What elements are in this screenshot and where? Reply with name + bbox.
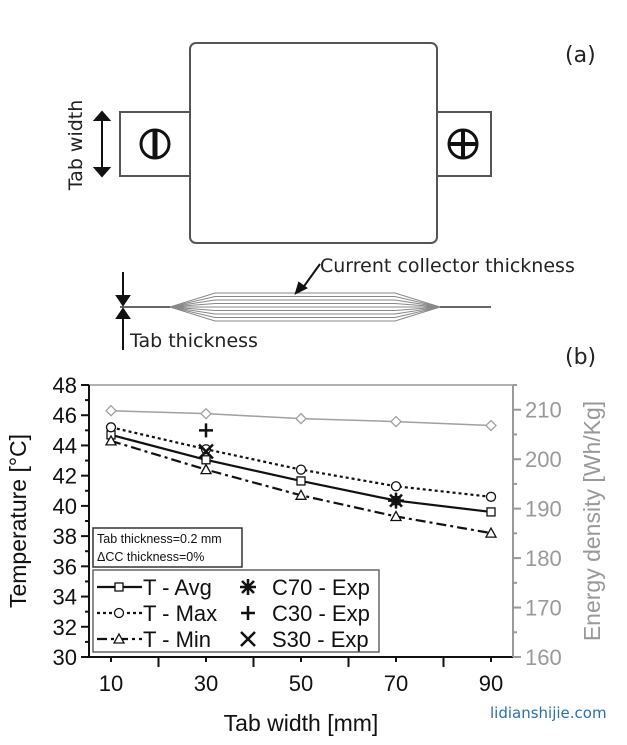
layer-bundle — [120, 292, 491, 322]
chart: 30 32 34 36 38 40 42 44 46 48 160 170 180 190 200 210 10… — [53, 373, 562, 696]
y2-tick-label: 190 — [525, 497, 562, 522]
y-tick-label: 32 — [53, 615, 77, 640]
layer-line — [169, 306, 441, 318]
legend-label: T - Min — [143, 627, 211, 652]
layer-line — [169, 303, 441, 308]
annotation-box: Tab thickness=0.2 mm ΔCC thickness=0% — [92, 527, 243, 568]
legend-marker — [240, 631, 256, 647]
series-line — [110, 426, 492, 498]
data-point — [201, 455, 211, 465]
data-point — [200, 407, 212, 420]
data-point — [294, 488, 308, 500]
data-point — [485, 419, 497, 432]
y-tick-label: 34 — [53, 585, 77, 610]
y2-tick-label: 210 — [525, 398, 562, 423]
circle-minus-icon — [139, 128, 171, 160]
y-tick-label: 46 — [53, 403, 77, 428]
x-tick-label: 90 — [479, 671, 503, 696]
series-t-max — [105, 422, 497, 502]
layer-line — [169, 306, 441, 311]
legend-marker — [240, 579, 256, 595]
layer-line — [169, 306, 441, 315]
legend-label: C70 - Exp — [272, 575, 370, 600]
legend-marker — [114, 582, 124, 592]
experiment-point — [198, 443, 214, 460]
experiment-point — [199, 423, 213, 438]
watermark: lidianshijie.com — [490, 704, 607, 722]
data-point — [485, 491, 497, 502]
annotation-text: Tab thickness=0.2 mm — [97, 532, 222, 546]
y-tick-label: 42 — [53, 464, 77, 489]
cell-diagram — [92, 42, 492, 350]
experiment-point — [388, 492, 404, 509]
layer-line — [169, 296, 441, 308]
tab-thickness-arrow-icon — [115, 272, 131, 350]
y2-tick-label: 170 — [525, 596, 562, 621]
legend-marker — [241, 606, 255, 620]
y-tick-label: 44 — [53, 433, 77, 458]
data-point — [295, 412, 307, 425]
data-point — [199, 463, 213, 475]
y2-tick-label: 180 — [525, 546, 562, 571]
x-tick-label: 10 — [99, 671, 123, 696]
data-point — [389, 510, 403, 522]
tab-thickness-label: Tab thickness — [129, 330, 258, 352]
x-tick-label: 50 — [289, 671, 313, 696]
data-point — [484, 526, 498, 538]
annotation-text: ΔCC thickness=0% — [97, 550, 204, 564]
legend-marker — [112, 632, 126, 644]
series-line — [110, 439, 492, 535]
y2-tick-label: 160 — [525, 645, 562, 670]
circle-plus-icon — [447, 128, 479, 160]
panel-label-a: (a) — [565, 43, 596, 68]
x-tick-label: 70 — [384, 671, 408, 696]
data-point — [104, 434, 118, 446]
data-point — [200, 444, 212, 455]
layer-line — [169, 299, 441, 308]
layer-line — [169, 306, 441, 322]
legend-label: T - Avg — [143, 575, 212, 600]
panel-label-b: (b) — [565, 345, 596, 370]
layer-line — [169, 292, 441, 308]
positive-tab — [436, 111, 492, 177]
data-point — [105, 422, 117, 433]
data-point — [295, 464, 307, 475]
y-tick-label: 38 — [53, 524, 77, 549]
data-point — [390, 415, 402, 428]
current-collector-label: Current collector thickness — [320, 255, 575, 277]
data-point — [296, 476, 306, 486]
legend-label: S30 - Exp — [272, 627, 369, 652]
y-tick-label: 48 — [53, 373, 77, 398]
series-t-min — [104, 434, 498, 538]
current-collector-arrow-icon — [294, 263, 321, 295]
y2-axis-label: Energy density [Wh/Kg] — [579, 401, 605, 641]
y-tick-label: 36 — [53, 554, 77, 579]
cell-body — [189, 42, 438, 244]
legend-marker — [113, 607, 125, 619]
legend-label: C30 - Exp — [272, 601, 370, 626]
data-point — [105, 404, 117, 417]
tab-width-arrow-icon — [92, 110, 112, 178]
y-tick-label: 40 — [53, 494, 77, 519]
tab-width-label: Tab width — [65, 100, 87, 192]
series-energy-density — [105, 404, 497, 432]
data-point — [390, 481, 402, 492]
negative-tab — [119, 111, 191, 177]
y-tick-label: 30 — [53, 645, 77, 670]
legend-label: T - Max — [143, 601, 217, 626]
data-point — [486, 507, 496, 517]
y2-tick-label: 200 — [525, 447, 562, 472]
x-axis-label: Tab width [mm] — [224, 710, 379, 736]
x-tick-label: 30 — [194, 671, 218, 696]
y-axis-label: Temperature [°C] — [5, 434, 31, 608]
